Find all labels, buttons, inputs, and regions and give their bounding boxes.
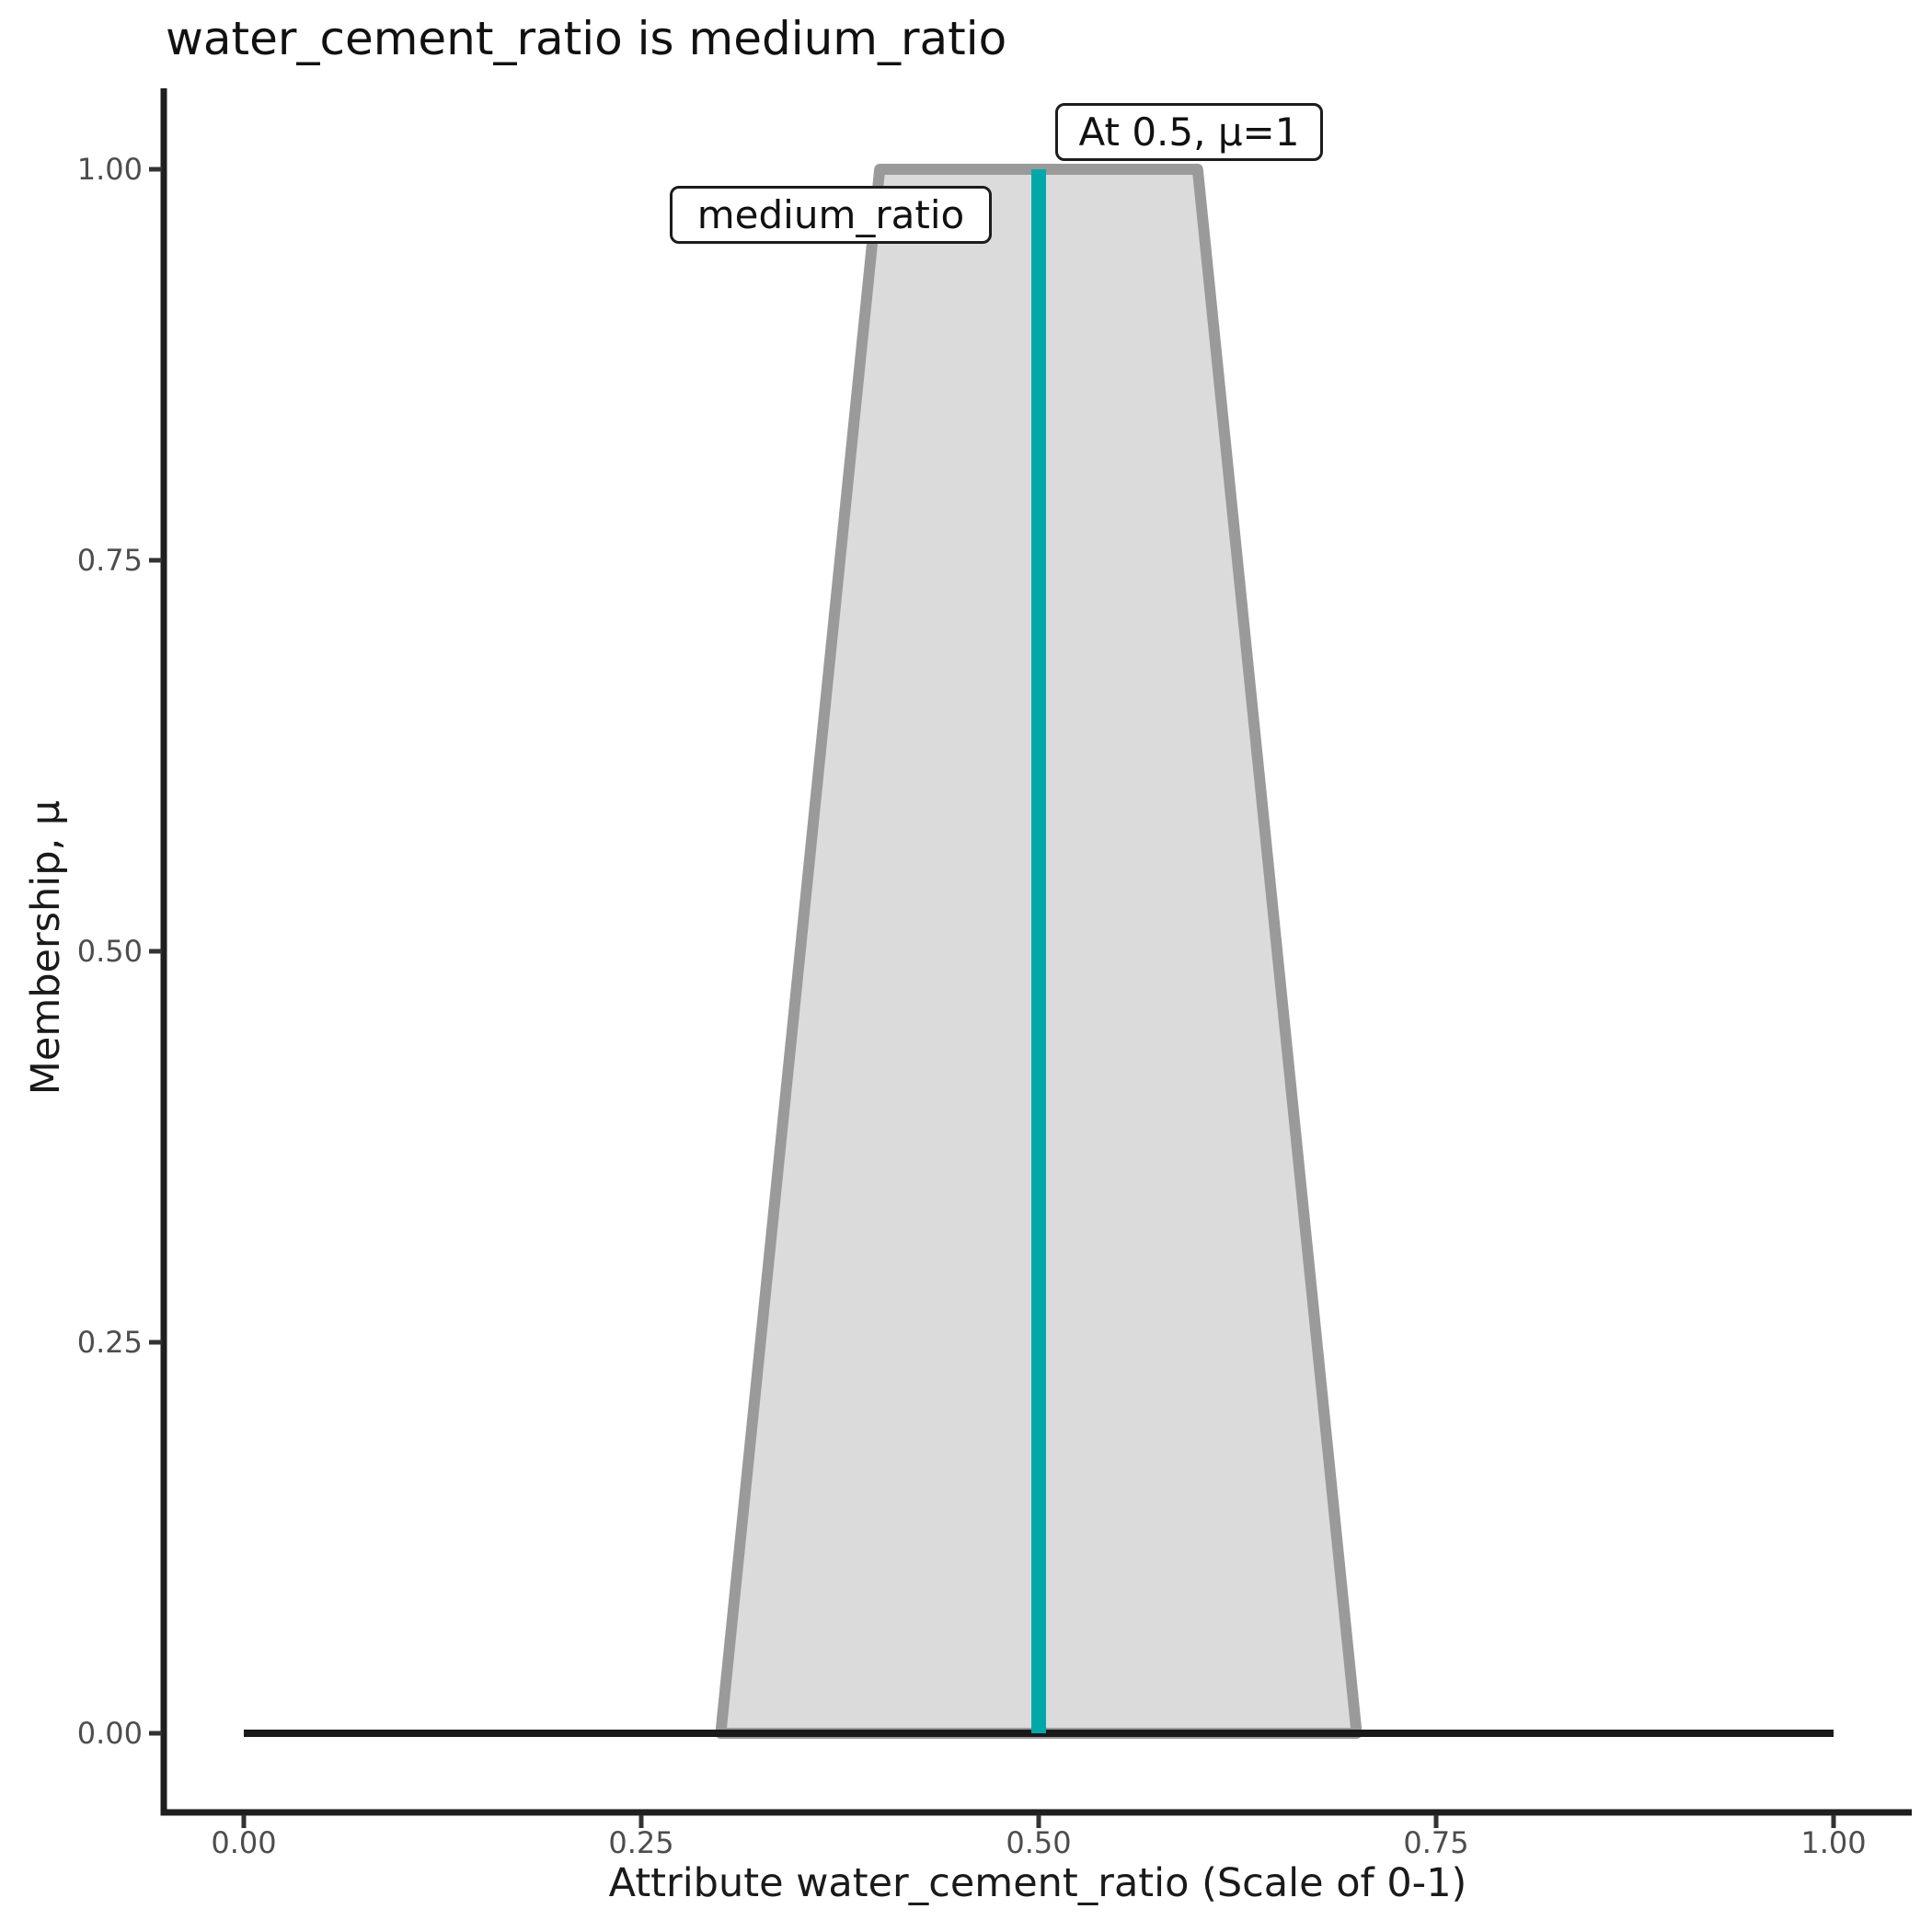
x-tick-label: 1.00 [1800, 1825, 1866, 1860]
annotation-medium-ratio-label: medium_ratio [670, 186, 992, 244]
annotation-medium-ratio-text: medium_ratio [696, 192, 965, 237]
annotation-at-0-5-text: At 0.5, μ=1 [1078, 109, 1300, 155]
x-tick-label: 0.50 [1006, 1825, 1071, 1860]
x-axis-title: Attribute water_cement_ratio (Scale of 0… [608, 1860, 1467, 1906]
chart-title: water_cement_ratio is medium_ratio [166, 12, 1007, 65]
x-tick-label: 0.00 [211, 1825, 276, 1860]
y-tick-label: 0.50 [77, 934, 143, 969]
y-tick-label: 1.00 [77, 152, 143, 187]
y-axis-title: Membership, μ [23, 799, 69, 1096]
x-tick-label: 0.75 [1403, 1825, 1468, 1860]
annotation-at-0-5-label: At 0.5, μ=1 [1055, 103, 1323, 161]
y-tick-label: 0.00 [77, 1716, 143, 1751]
y-tick-label: 0.25 [77, 1325, 143, 1360]
x-tick-label: 0.25 [608, 1825, 673, 1860]
y-tick-label: 0.75 [77, 543, 143, 578]
